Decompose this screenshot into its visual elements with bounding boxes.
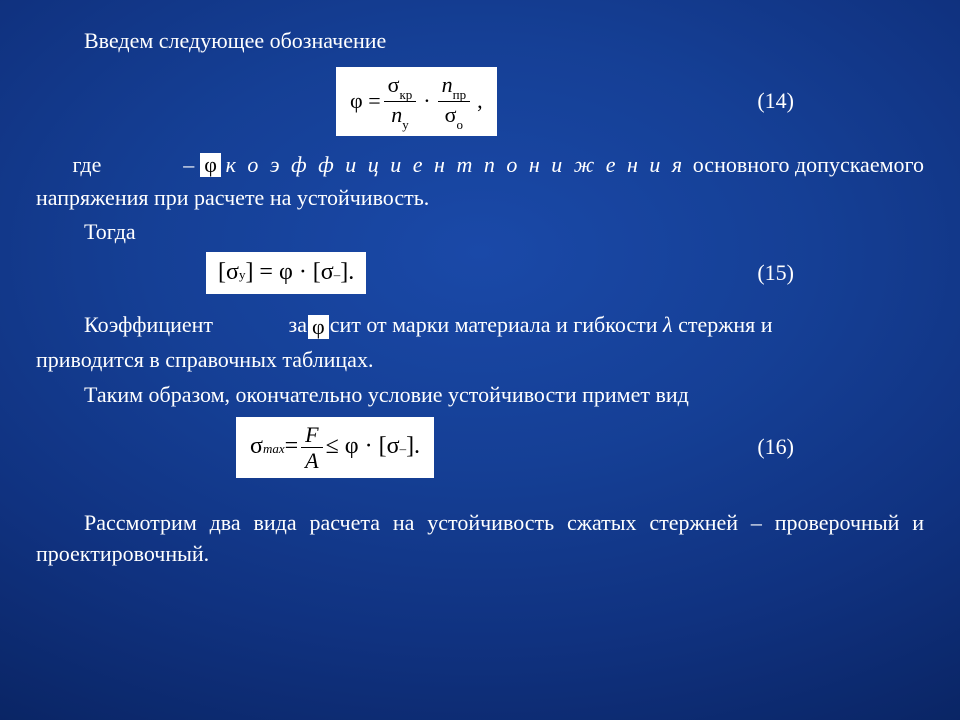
coef-p2: сит от марки материала и гибкости (330, 312, 658, 337)
eq16-den: A (301, 449, 322, 472)
coef-line2: приводится в справочных таблицах. (36, 345, 924, 376)
eq14-f2-numsub: пр (453, 87, 466, 102)
equation-16-box: σmax = F A ≤ φ · [σ–]. (236, 417, 434, 478)
eq15-mid: ] = φ · [σ (245, 256, 333, 290)
eq16-lhs: σ (250, 430, 263, 464)
thus-line: Таким образом, окончательно условие усто… (36, 380, 924, 411)
eq16-num: F (301, 423, 322, 446)
eq15-sub2: – (334, 266, 341, 284)
eq16-lhs-sub: max (263, 440, 285, 458)
slide-content: Введем следующее обозначение φ = σкр nу … (0, 0, 960, 593)
then-line: Тогда (36, 217, 924, 248)
where-line-1: где – φ к о э ф ф и ц и е н т п о н и ж … (36, 150, 924, 181)
eq14-f2-num: n (442, 72, 453, 97)
eq14-frac1: σкр nу (384, 73, 417, 130)
eq14-f1-num: σ (388, 72, 400, 97)
eq14-f2-densub: о (457, 117, 464, 132)
eq15-open: [σ (218, 256, 239, 290)
where-term: к о э ф ф и ц и е н т п о н и ж е н и я (226, 150, 686, 181)
eq15-close: ]. (340, 256, 354, 290)
eq15-sub1: у (239, 266, 246, 284)
eq14-tail: , (477, 86, 483, 117)
coef-gap: за (289, 312, 307, 337)
coef-p3: стержня и (678, 312, 773, 337)
equation-16-row: σmax = F A ≤ φ · [σ–]. (16) (36, 417, 924, 478)
eq14-f1-numsub: кр (399, 87, 412, 102)
phi-chip2-icon: φ (308, 315, 329, 339)
eq14-f2-den: σ (445, 102, 457, 127)
equation-15-box: [σу] = φ · [σ–]. (206, 252, 366, 294)
eq14-lhs: φ = (350, 86, 381, 117)
eq16-frac: F A (301, 423, 322, 472)
equation-14-number: (14) (757, 86, 924, 117)
intro-line: Введем следующее обозначение (36, 26, 924, 57)
where-line-2: напряжения при расчете на устойчивость. (36, 183, 924, 214)
equation-16-number: (16) (757, 432, 924, 463)
eq14-dot: · (423, 86, 430, 117)
eq14-f1-den: n (391, 102, 402, 127)
phi-chip-icon: φ (200, 153, 221, 177)
equation-15-row: [σу] = φ · [σ–]. (15) (36, 250, 924, 296)
where-dash: – (183, 150, 194, 181)
coef-para: Коэффициент заφсит от марки материала и … (36, 310, 924, 341)
eq14-frac2: nпр σо (438, 73, 470, 130)
equation-14-box: φ = σкр nу · nпр σо , (336, 67, 497, 136)
eq14-f1-densub: у (402, 117, 409, 132)
coef-p1: Коэффициент (84, 312, 213, 337)
where-prefix: где (72, 150, 101, 181)
eq16-close: ]. (406, 430, 420, 464)
eq16-rel: ≤ φ · [σ (326, 430, 400, 464)
eq16-eq: = (285, 430, 299, 464)
eq16-sub2: – (400, 440, 407, 458)
equation-14-row: φ = σкр nу · nпр σо , (14) (36, 67, 924, 136)
final-para: Рассмотрим два вида расчета на устойчиво… (36, 508, 924, 570)
lambda-sym: λ (663, 312, 673, 337)
equation-15-number: (15) (757, 258, 924, 289)
where-tail1: основного допускаемого (693, 150, 924, 181)
